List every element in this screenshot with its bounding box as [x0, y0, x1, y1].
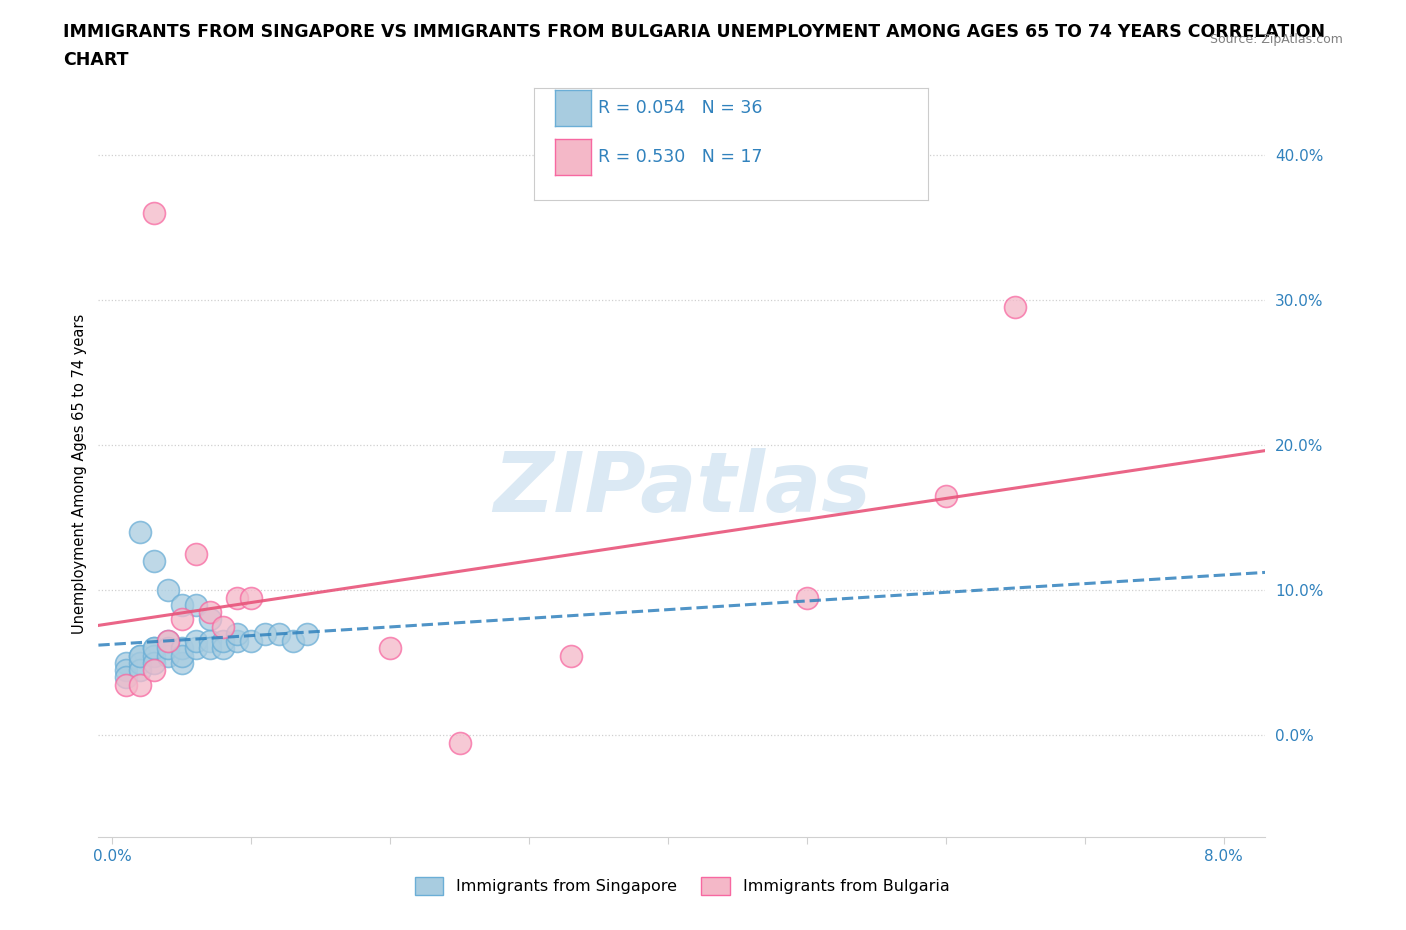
Point: [184, 547, 207, 562]
Point: [143, 648, 166, 663]
Point: [143, 641, 166, 656]
Text: CHART: CHART: [63, 51, 129, 69]
Point: [198, 641, 221, 656]
Point: [212, 619, 235, 634]
Point: [560, 648, 582, 663]
Point: [449, 736, 471, 751]
Point: [170, 648, 193, 663]
Y-axis label: Unemployment Among Ages 65 to 74 years: Unemployment Among Ages 65 to 74 years: [72, 314, 87, 634]
Text: R = 0.530   N = 17: R = 0.530 N = 17: [598, 148, 762, 166]
Text: IMMIGRANTS FROM SINGAPORE VS IMMIGRANTS FROM BULGARIA UNEMPLOYMENT AMONG AGES 65: IMMIGRANTS FROM SINGAPORE VS IMMIGRANTS …: [63, 23, 1326, 41]
Point: [170, 656, 193, 671]
Point: [115, 670, 138, 684]
Point: [143, 554, 166, 569]
Point: [129, 663, 152, 678]
Point: [240, 591, 263, 605]
Legend: Immigrants from Singapore, Immigrants from Bulgaria: Immigrants from Singapore, Immigrants fr…: [408, 870, 956, 901]
Point: [156, 641, 179, 656]
Point: [156, 633, 179, 648]
Point: [254, 627, 277, 642]
Point: [796, 591, 818, 605]
Point: [170, 612, 193, 627]
Point: [115, 656, 138, 671]
Point: [143, 641, 166, 656]
Point: [129, 525, 152, 539]
Point: [129, 648, 152, 663]
Point: [170, 641, 193, 656]
Point: [115, 663, 138, 678]
Point: [295, 627, 318, 642]
Point: [240, 633, 263, 648]
Point: [143, 206, 166, 220]
Text: R = 0.054   N = 36: R = 0.054 N = 36: [598, 99, 762, 117]
Point: [267, 627, 290, 642]
Point: [935, 488, 957, 503]
Point: [281, 633, 304, 648]
Point: [156, 648, 179, 663]
Point: [129, 656, 152, 671]
Point: [198, 604, 221, 619]
Point: [1004, 300, 1026, 315]
Point: [170, 597, 193, 612]
Point: [115, 677, 138, 692]
Point: [198, 612, 221, 627]
Point: [380, 641, 402, 656]
Point: [143, 656, 166, 671]
Point: [184, 633, 207, 648]
Point: [129, 677, 152, 692]
Point: [212, 641, 235, 656]
Point: [184, 641, 207, 656]
Point: [156, 633, 179, 648]
Point: [129, 648, 152, 663]
Point: [226, 591, 249, 605]
Point: [198, 633, 221, 648]
Point: [156, 583, 179, 598]
Text: ZIPatlas: ZIPatlas: [494, 448, 870, 529]
Point: [226, 633, 249, 648]
Point: [226, 627, 249, 642]
Text: Source: ZipAtlas.com: Source: ZipAtlas.com: [1209, 33, 1343, 46]
Point: [184, 597, 207, 612]
Point: [212, 633, 235, 648]
Point: [143, 663, 166, 678]
